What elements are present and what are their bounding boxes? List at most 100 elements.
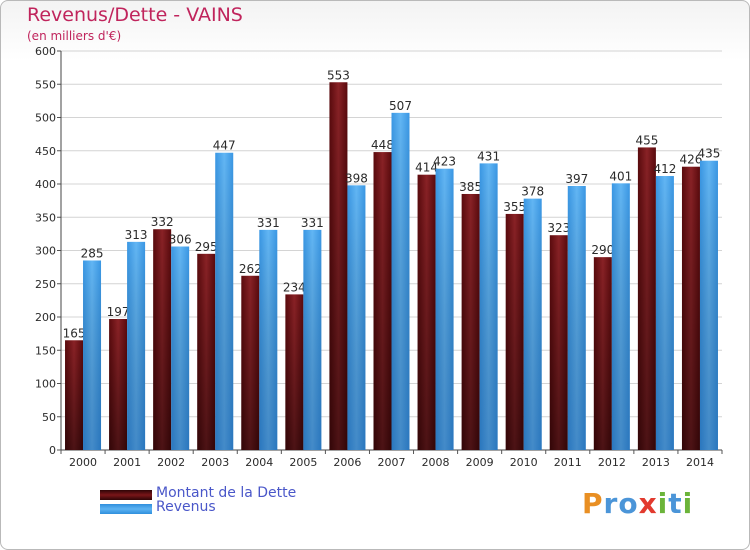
data-label-debt: 448 bbox=[371, 138, 394, 152]
data-label-debt: 197 bbox=[107, 305, 130, 319]
y-tick-label: 250 bbox=[35, 278, 56, 291]
y-tick-label: 150 bbox=[35, 344, 56, 357]
x-tick-label: 2013 bbox=[642, 456, 670, 469]
data-label-debt: 414 bbox=[415, 161, 438, 175]
bar-debt-shade bbox=[505, 213, 524, 450]
bar-revenue-shade bbox=[567, 185, 586, 450]
x-tick-label: 2007 bbox=[378, 456, 406, 469]
bar-debt-shade bbox=[681, 166, 700, 450]
data-label-debt: 455 bbox=[635, 133, 658, 147]
bar-revenue-shade bbox=[259, 229, 278, 450]
bar-revenue-shade bbox=[479, 163, 498, 450]
data-label-revenue: 401 bbox=[609, 169, 632, 183]
bar-debt-shade bbox=[241, 275, 260, 450]
bar-revenue-shade bbox=[171, 246, 190, 450]
bar-revenue-shade bbox=[391, 112, 410, 450]
x-tick-label: 2002 bbox=[157, 456, 185, 469]
data-label-debt: 553 bbox=[327, 68, 350, 82]
data-label-debt: 262 bbox=[239, 262, 262, 276]
y-tick-label: 100 bbox=[35, 378, 56, 391]
data-label-revenue: 285 bbox=[81, 246, 104, 260]
data-label-debt: 295 bbox=[195, 240, 218, 254]
logo-letter: o bbox=[618, 487, 639, 520]
y-tick-label: 600 bbox=[35, 45, 56, 58]
bar-debt-shade bbox=[109, 318, 128, 450]
bar-debt-shade bbox=[637, 147, 656, 451]
data-label-revenue: 378 bbox=[521, 185, 544, 199]
bar-revenue-shade bbox=[215, 152, 234, 450]
bar-debt-shade bbox=[373, 152, 392, 450]
logo-letter: x bbox=[638, 487, 658, 520]
data-label-debt: 426 bbox=[680, 153, 703, 167]
bar-revenue-shade bbox=[655, 176, 674, 450]
bar-debt-shade bbox=[417, 174, 436, 450]
data-label-revenue: 331 bbox=[257, 216, 280, 230]
x-tick-label: 2005 bbox=[289, 456, 317, 469]
bar-revenue-shade bbox=[523, 198, 542, 450]
y-tick-label: 500 bbox=[35, 112, 56, 125]
y-tick-label: 400 bbox=[35, 178, 56, 191]
x-tick-label: 2003 bbox=[201, 456, 229, 469]
logo-letter: i bbox=[682, 487, 694, 520]
x-tick-label: 2010 bbox=[510, 456, 538, 469]
data-label-revenue: 423 bbox=[433, 155, 456, 169]
bar-debt-shade bbox=[285, 294, 304, 450]
data-label-revenue: 447 bbox=[213, 139, 236, 153]
bar-revenue-shade bbox=[303, 229, 322, 450]
x-tick-label: 2014 bbox=[686, 456, 714, 469]
data-label-debt: 385 bbox=[459, 180, 482, 194]
x-tick-label: 2009 bbox=[466, 456, 494, 469]
legend-swatch-revenue bbox=[100, 504, 152, 514]
bar-debt-shade bbox=[549, 235, 568, 450]
x-tick-label: 2012 bbox=[598, 456, 626, 469]
bar-debt-shade bbox=[153, 229, 172, 450]
data-label-revenue: 331 bbox=[301, 216, 324, 230]
chart-subtitle: (en milliers d'€) bbox=[27, 29, 122, 43]
bar-debt-shade bbox=[461, 193, 480, 450]
x-tick-label: 2004 bbox=[245, 456, 273, 469]
legend-label-debt: Montant de la Dette bbox=[156, 485, 297, 501]
data-label-revenue: 431 bbox=[477, 149, 500, 163]
data-label-debt: 323 bbox=[547, 221, 570, 235]
bar-revenue-shade bbox=[611, 183, 630, 450]
x-tick-label: 2000 bbox=[69, 456, 97, 469]
bar-debt-shade bbox=[329, 82, 348, 450]
legend-label-revenue: Revenus bbox=[156, 499, 216, 515]
y-tick-label: 300 bbox=[35, 245, 56, 258]
data-label-revenue: 313 bbox=[125, 228, 148, 242]
bar-debt-shade bbox=[197, 253, 216, 450]
y-tick-label: 350 bbox=[35, 211, 56, 224]
y-tick-label: 50 bbox=[42, 411, 56, 424]
data-label-debt: 165 bbox=[63, 326, 86, 340]
logo-letter: t bbox=[668, 487, 683, 520]
data-label-debt: 290 bbox=[591, 243, 614, 257]
x-tick-label: 2008 bbox=[422, 456, 450, 469]
bar-debt-shade bbox=[593, 257, 612, 450]
logo-letter: i bbox=[657, 487, 669, 520]
legend-swatch-debt bbox=[100, 490, 152, 500]
data-label-revenue: 507 bbox=[389, 99, 412, 113]
data-label-debt: 355 bbox=[503, 200, 526, 214]
logo-letter: P bbox=[582, 487, 604, 520]
bar-revenue-shade bbox=[699, 160, 718, 450]
x-tick-label: 2011 bbox=[554, 456, 582, 469]
proxiti-logo: Proxiti bbox=[582, 487, 693, 520]
data-label-revenue: 435 bbox=[698, 147, 721, 161]
data-label-revenue: 397 bbox=[565, 172, 588, 186]
x-tick-label: 2006 bbox=[333, 456, 361, 469]
bar-debt-shade bbox=[65, 340, 84, 450]
y-tick-label: 0 bbox=[49, 444, 56, 457]
bar-revenue-shade bbox=[83, 260, 102, 450]
data-label-revenue: 306 bbox=[169, 233, 192, 247]
chart-title: Revenus/Dette - VAINS bbox=[27, 4, 243, 26]
data-label-revenue: 398 bbox=[345, 171, 368, 185]
y-tick-label: 550 bbox=[35, 78, 56, 91]
data-label-revenue: 412 bbox=[653, 162, 676, 176]
data-label-debt: 234 bbox=[283, 280, 306, 294]
bar-revenue-shade bbox=[347, 185, 366, 450]
x-tick-label: 2001 bbox=[113, 456, 141, 469]
data-label-debt: 332 bbox=[151, 215, 174, 229]
bar-revenue-shade bbox=[435, 168, 454, 450]
bar-revenue-shade bbox=[127, 241, 146, 450]
